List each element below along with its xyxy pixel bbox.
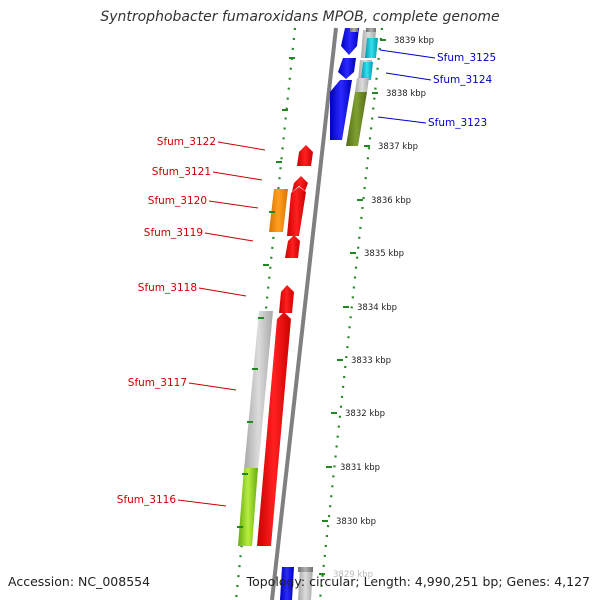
topology-summary-text: Topology: circular; Length: 4,990,251 bp… (246, 574, 590, 589)
scale-tick-label: 3839 kbp (394, 36, 434, 46)
scale-tick-label: 3831 kbp (340, 463, 380, 473)
feature-sfum-3125-gene[interactable] (341, 28, 359, 55)
right-track-dots (318, 27, 384, 600)
feature-cyan-a[interactable] (365, 38, 378, 58)
gene-label-sfum-3117[interactable]: Sfum_3117 (128, 377, 187, 389)
gene-label-sfum-3121[interactable]: Sfum_3121 (152, 166, 211, 178)
gene-label-sfum-3118[interactable]: Sfum_3118 (138, 282, 197, 294)
gene-label-sfum-3122[interactable]: Sfum_3122 (157, 136, 216, 148)
gene-label-sfum-3125[interactable]: Sfum_3125 (437, 52, 496, 64)
feature-sfum-3121-gene[interactable] (292, 176, 308, 192)
scale-tick-label: 3835 kbp (364, 249, 404, 259)
feature-bottom-blue (280, 567, 294, 600)
feature-sfum-3117-cds[interactable] (244, 311, 273, 470)
scale-tick-label: 3830 kbp (336, 517, 376, 527)
scale-tick-label: 3829 kbp (333, 570, 373, 580)
gene-label-sfum-3119[interactable]: Sfum_3119 (144, 227, 203, 239)
feature-bottom-grey (298, 567, 313, 572)
gene-label-leader (177, 499, 227, 507)
feature-sfum-3118-gene[interactable] (279, 285, 294, 313)
feature-bottom-silver (298, 567, 313, 600)
gene-label-leader (198, 287, 247, 297)
feature-sfum-3119-gene[interactable] (285, 235, 300, 258)
scale-tick-label: 3837 kbp (378, 142, 418, 152)
gene-label-sfum-3116[interactable]: Sfum_3116 (117, 494, 177, 506)
feature-sfum-3117-gene[interactable] (257, 312, 291, 546)
feature-sfum-3120-cds[interactable] (269, 189, 288, 232)
gene-label-leader (377, 116, 427, 124)
feature-sfum-3123-cds[interactable] (346, 92, 367, 146)
scale-tick-label: 3838 kbp (386, 89, 426, 99)
gene-label-leader (385, 72, 432, 81)
feature-sfum-3120-gene[interactable] (287, 187, 306, 236)
feature-sfum-3122-gene[interactable] (297, 145, 313, 166)
gene-label-sfum-3123[interactable]: Sfum_3123 (428, 117, 487, 129)
scale-tick-label: 3833 kbp (351, 356, 391, 366)
gene-label-leader (208, 200, 259, 209)
feature-sfum-3116-cds[interactable] (238, 468, 258, 546)
top-grey-mark-a (350, 28, 358, 32)
gene-label-leader (188, 382, 237, 391)
gene-labels-layer: Sfum_3122 Sfum_3121 Sfum_3120 Sfum_3119 Sfum… (117, 49, 496, 507)
feature-sfum-3123-cds-top[interactable] (355, 78, 369, 92)
feature-sfum-3124-gene[interactable] (338, 58, 356, 79)
gene-label-leader (212, 171, 263, 181)
gene-label-sfum-3120[interactable]: Sfum_3120 (148, 195, 207, 207)
accession-text: Accession: NC_008554 (8, 574, 151, 589)
scale-tick-label: 3832 kbp (345, 409, 385, 419)
feature-sfum-3123-gene[interactable] (330, 80, 352, 140)
gene-label-sfum-3124[interactable]: Sfum_3124 (433, 74, 493, 86)
scale-tick-label: 3836 kbp (371, 196, 411, 206)
backbone-line (270, 27, 338, 600)
gene-label-leader (204, 232, 254, 242)
top-grey-mark-b (366, 28, 376, 32)
scale-tick-label: 3834 kbp (357, 303, 397, 313)
page-title: Syntrophobacter fumaroxidans MPOB, compl… (100, 9, 500, 25)
gene-label-leader (379, 49, 436, 59)
feature-cyan-b[interactable] (361, 62, 373, 80)
gene-label-leader (217, 141, 266, 151)
scale-ticks-layer: 3839 kbp 3838 kbp 3837 kbp 3836 kbp 3835 kbp… (237, 36, 434, 580)
